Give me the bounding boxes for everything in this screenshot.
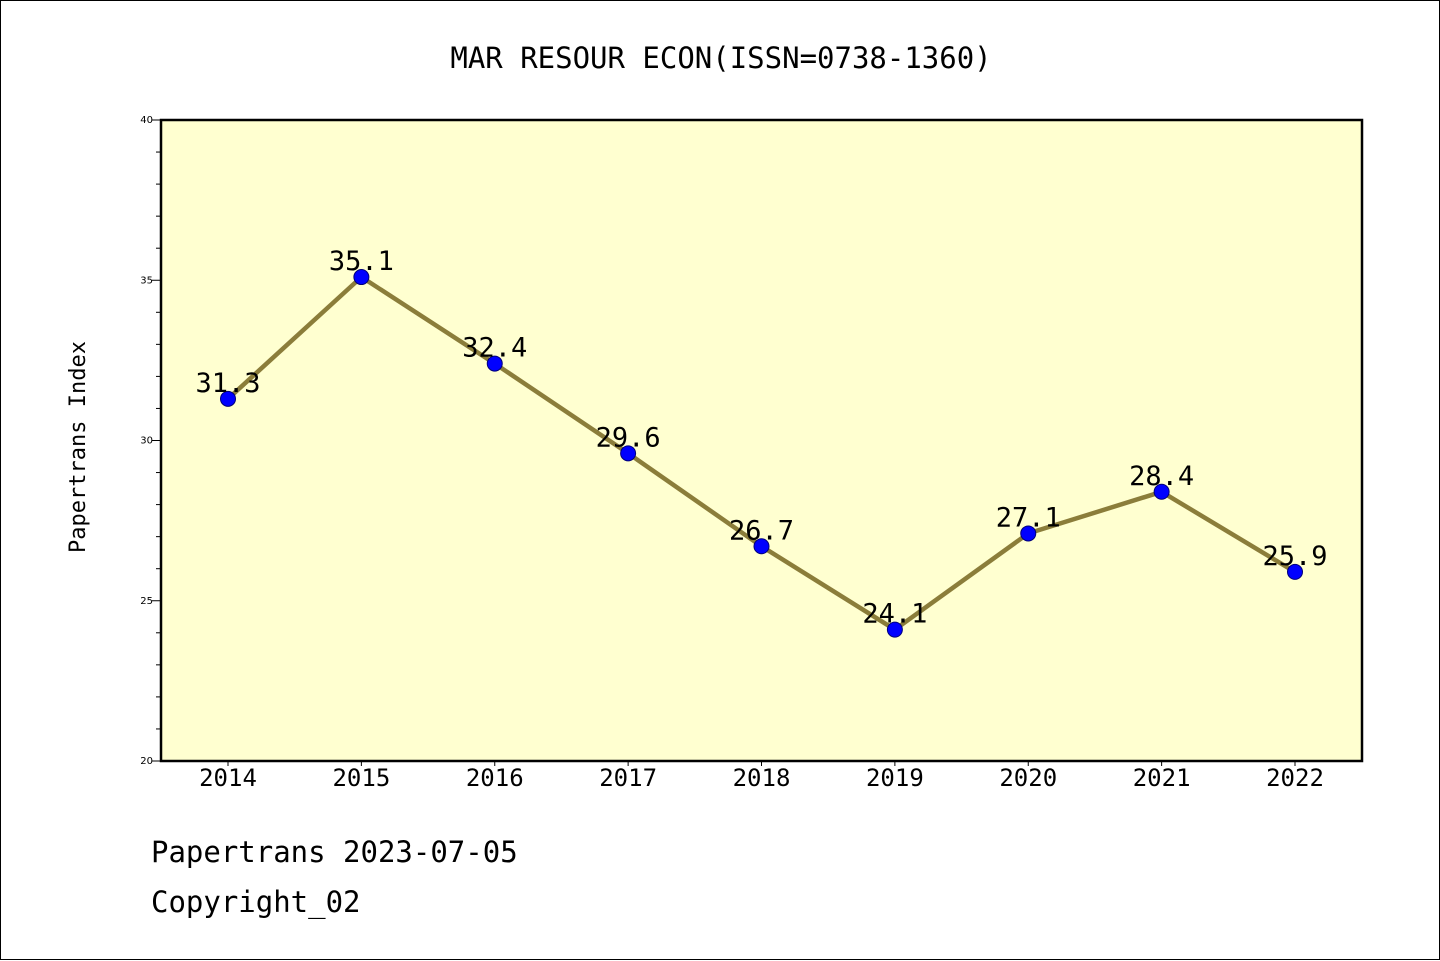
data-point [220,390,236,407]
y-tick-label: 40 [140,115,153,126]
plot-area [161,120,1362,761]
copyright-footer: Copyright_02 [151,885,361,919]
x-tick-label: 2014 [199,764,257,792]
x-tick-label: 2022 [1266,764,1324,792]
data-point [353,269,370,286]
x-tick-label: 2016 [466,764,524,792]
data-point [486,355,503,372]
y-tick-label: 20 [140,756,153,767]
data-point [1020,525,1037,542]
data-label: 35.1 [329,246,394,277]
x-tick-label: 2020 [999,764,1057,792]
data-label: 27.1 [996,502,1061,533]
data-label: 26.7 [729,515,794,546]
series-layer: 31.3 35.1 32.4 29.6 26.7 24.1 27.1 28.4 25.9 [195,246,1328,638]
x-tick-label: 2017 [599,764,657,792]
y-tick-label: 25 [140,596,153,607]
data-label: 31.3 [195,368,260,399]
y-axis-label: Papertrans Index [66,341,91,553]
x-tick-label: 2015 [332,764,390,792]
data-label: 32.4 [462,333,527,364]
y-tick-label: 35 [140,275,153,286]
y-axis: 20 25 30 35 40 [140,115,161,767]
x-tick-label: 2021 [1133,764,1191,792]
data-point [620,445,637,462]
x-tick-label: 2019 [866,764,924,792]
chart-title: MAR RESOUR ECON(ISSN=0738-1360) [450,41,991,75]
data-point [886,621,903,638]
data-label: 24.1 [862,599,927,630]
data-point [1153,483,1170,500]
data-point [753,538,770,555]
data-point [1287,563,1303,580]
data-label: 29.6 [596,422,661,453]
plot-frame [159,118,1364,763]
data-label: 28.4 [1129,461,1194,492]
data-label: 25.9 [1262,541,1327,572]
y-tick-label: 30 [140,436,153,447]
source-footer: Papertrans 2023-07-05 [151,835,518,869]
x-tick-label: 2018 [733,764,791,792]
x-axis: 2014 2015 2016 2017 2018 2019 2020 2021 2022 [199,761,1324,792]
